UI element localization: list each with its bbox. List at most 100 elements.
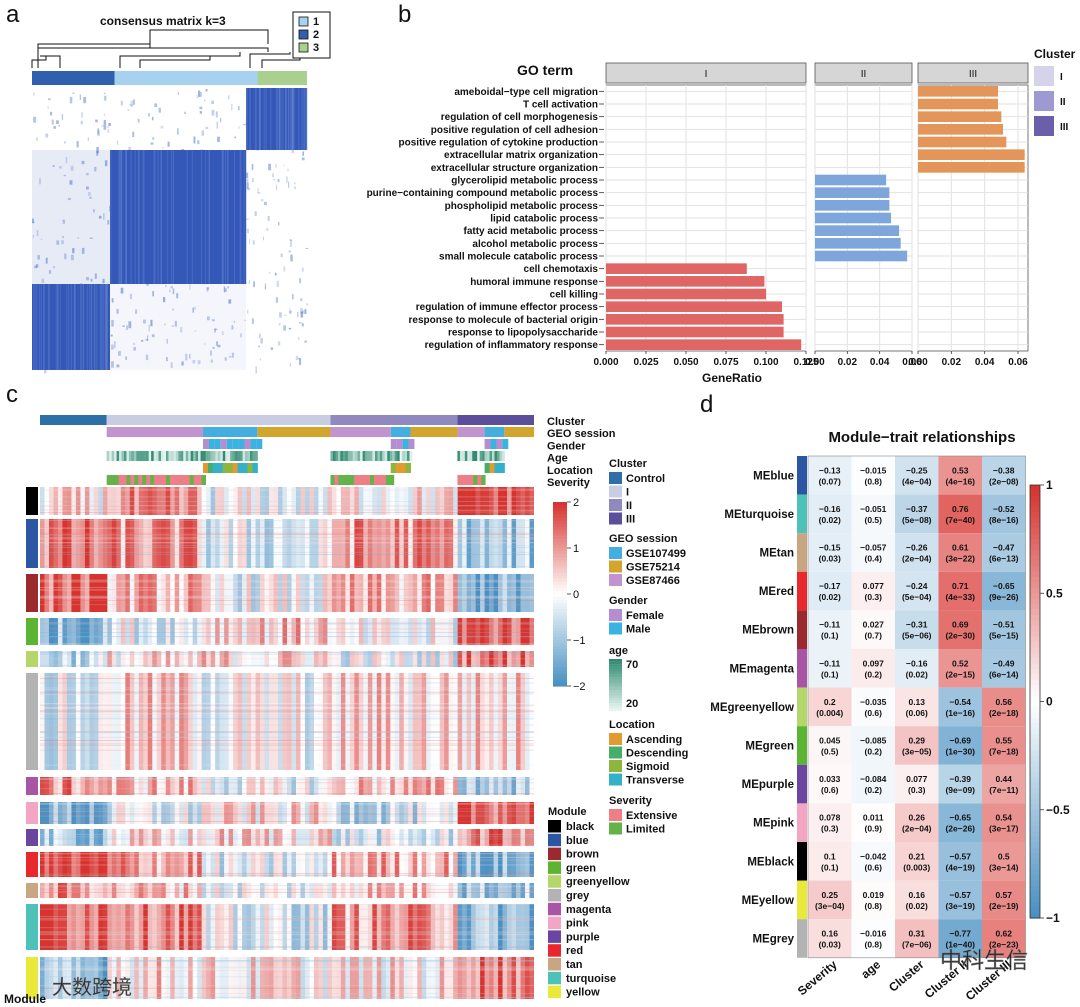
panel-c-age-gradient-step xyxy=(609,700,622,704)
panel-c-cell xyxy=(40,673,45,770)
panel-c-cell xyxy=(273,883,279,898)
panel-c-cell xyxy=(75,651,81,667)
panel-d-cell-pvalue: (7e−40) xyxy=(945,515,975,525)
panel-c-cell xyxy=(138,519,144,568)
panel-c-row-streak xyxy=(40,749,534,751)
panel-c-cell xyxy=(525,802,530,824)
panel-c-age-cell xyxy=(114,451,118,461)
panel-c-cell xyxy=(264,574,270,612)
panel-c-cell xyxy=(44,883,50,898)
panel-c-cell xyxy=(183,852,189,877)
panel-c-cell xyxy=(80,777,86,795)
panel-c-cell xyxy=(417,487,423,515)
panel-c-cell xyxy=(390,651,396,667)
panel-c-severity-cell xyxy=(165,475,171,485)
panel-c-cell xyxy=(403,883,409,898)
panel-c-module-legend-label: greenyellow xyxy=(566,876,630,888)
panel-c-cell xyxy=(264,618,270,645)
panel-c-cell xyxy=(57,487,63,515)
panel-c-cell xyxy=(336,519,342,568)
panel-c-cell xyxy=(291,651,297,667)
panel-c-age-cell xyxy=(121,451,125,461)
panel-c-cell xyxy=(165,574,171,612)
panel-a-noise-cell xyxy=(257,192,261,194)
panel-c-module-legend-swatch-blue xyxy=(548,833,561,847)
panel-c-row-streak xyxy=(40,736,534,738)
panel-c-cell xyxy=(192,829,198,846)
panel-c-cell xyxy=(206,852,211,877)
panel-a-noise-cell xyxy=(51,119,54,125)
panel-c-cell xyxy=(358,519,364,568)
panel-c-cell xyxy=(111,802,117,824)
panel-c-cell xyxy=(489,904,494,950)
panel-c-cell xyxy=(233,487,238,515)
panel-c-cell xyxy=(349,574,355,612)
panel-c-cell xyxy=(489,777,494,795)
panel-c-cell xyxy=(273,957,279,999)
panel-c-cell xyxy=(426,487,432,515)
panel-c-cell xyxy=(224,487,229,515)
panel-b-facet-strip-III xyxy=(917,62,1029,84)
panel-c-severity-cell xyxy=(461,475,466,485)
panel-d-cell-pvalue: (4e−19) xyxy=(945,862,975,872)
panel-c-cell xyxy=(75,802,81,824)
panel-d-cell xyxy=(808,764,852,804)
panel-c-cell xyxy=(66,852,72,877)
panel-a-block-streak xyxy=(106,284,108,370)
panel-c-cell xyxy=(183,673,189,770)
panel-d-cell-value: −0.25 xyxy=(906,465,928,475)
panel-c-scale-step xyxy=(553,520,567,525)
panel-c-cell xyxy=(255,829,261,846)
panel-c-cell xyxy=(246,829,252,846)
panel-c-cell xyxy=(80,651,86,667)
panel-c-cell xyxy=(322,802,328,824)
panel-c-cell xyxy=(192,574,198,612)
panel-c-location-cell xyxy=(400,463,407,473)
panel-c-cell xyxy=(381,651,387,667)
panel-c-cell xyxy=(408,574,414,612)
panel-c-cell xyxy=(340,519,346,568)
panel-c-cell xyxy=(44,802,50,824)
panel-c-geo-track xyxy=(106,427,204,437)
panel-a-noise-cell xyxy=(264,285,267,290)
panel-d-cell xyxy=(938,726,982,765)
panel-c-cell xyxy=(336,904,342,950)
panel-c-cell xyxy=(165,487,171,515)
panel-c-row-streak xyxy=(40,496,534,498)
panel-c-cell xyxy=(71,802,77,824)
panel-a-noise-cell xyxy=(228,299,232,304)
panel-d-cell xyxy=(895,571,939,611)
panel-c-cell xyxy=(340,802,346,824)
panel-d-scale-label: 1 xyxy=(1046,478,1053,492)
panel-c-module-swatch-red xyxy=(26,852,38,877)
panel-c-scale-step xyxy=(553,673,567,678)
panel-c-cell xyxy=(48,802,54,824)
panel-a-noise-cell xyxy=(224,288,227,292)
panel-c-cell xyxy=(246,777,252,795)
panel-a-noise-cell xyxy=(61,240,64,245)
panel-c-cell xyxy=(363,904,369,950)
panel-c-cell xyxy=(295,519,301,568)
panel-a-noise-cell xyxy=(70,165,74,171)
panel-c-cell xyxy=(309,519,315,568)
panel-c-cell xyxy=(215,618,220,645)
panel-a-noise-cell xyxy=(120,100,123,106)
panel-c-cell xyxy=(287,883,292,898)
panel-c-cell xyxy=(282,852,288,877)
panel-c-cell xyxy=(192,519,198,568)
panel-c-cell xyxy=(498,487,503,515)
panel-c-cluster-track-Control xyxy=(40,415,107,425)
panel-c-cell xyxy=(219,651,225,667)
panel-c-cell xyxy=(363,487,369,515)
panel-c-cell xyxy=(107,651,113,667)
panel-c-age-gradient-step xyxy=(609,679,622,683)
panel-c-cell xyxy=(224,802,229,824)
panel-c-cell xyxy=(480,574,485,612)
panel-a-noise-cell xyxy=(274,272,277,276)
panel-c-cell xyxy=(98,802,104,824)
panel-c-age-cell xyxy=(407,451,411,461)
panel-c-cell xyxy=(327,829,333,846)
panel-c-row-streak xyxy=(40,946,534,948)
panel-a-noise-cell xyxy=(161,147,165,149)
panel-c-scale-step xyxy=(553,682,567,687)
